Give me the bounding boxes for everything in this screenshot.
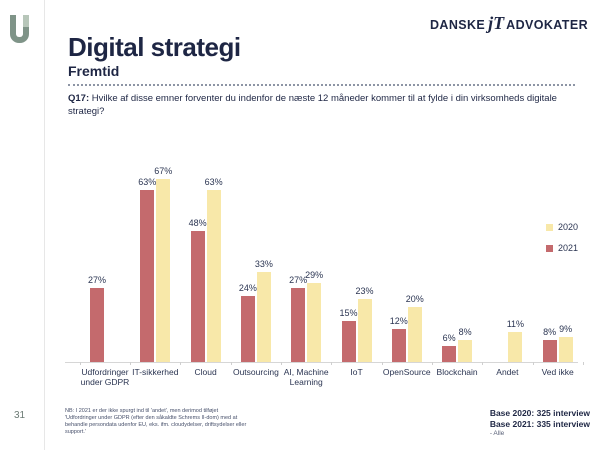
legend-swatch-2021 — [546, 244, 553, 252]
category-label-blockchain: Blockchain — [436, 367, 478, 377]
x-axis-tick — [130, 362, 132, 365]
bar-2020-outsourcing — [256, 272, 271, 362]
legend-item-2020: 2020 — [546, 222, 578, 232]
bar-value-2021-cloud: 48% — [188, 218, 207, 228]
page-number: 31 — [14, 410, 26, 421]
base-info: Base 2020: 325 interview Base 2021: 335 … — [490, 408, 590, 437]
bar-2021-cloud — [190, 231, 205, 362]
danske-it-advokater-logo: DANSKE jT ADVOKATER — [430, 13, 588, 37]
category-label-udfordringer-under-gdpr: Udfordringer under GDPR — [80, 367, 130, 388]
legend-item-2021: 2021 — [546, 243, 578, 253]
bar-value-2021-ai-machine-learning: 27% — [289, 275, 308, 285]
bar-value-2020-opensource: 20% — [405, 294, 424, 304]
x-axis-line — [65, 362, 578, 363]
x-axis-tick — [482, 362, 484, 365]
bar-2021-ai-machine-learning — [291, 288, 306, 362]
legend-label-2020: 2020 — [558, 222, 579, 232]
bar-value-2020-ai-machine-learning: 29% — [305, 270, 324, 280]
question-text: Q17: Hvilke af disse emner forventer du … — [68, 93, 575, 119]
footnote: NB: I 2021 er der ikke spurgt ind til 'a… — [65, 408, 247, 435]
bar-2020-ved-ikke — [558, 337, 573, 362]
category-label-cloud: Cloud — [194, 367, 217, 377]
x-axis-tick — [79, 362, 81, 365]
base-scope: - Alle — [489, 430, 505, 438]
base-2021: Base 2021: 335 interview — [489, 418, 590, 429]
category-label-it-sikkerhed: IT-sikkerhed — [132, 367, 179, 377]
x-axis-tick — [180, 362, 182, 365]
bar-value-2021-outsourcing: 24% — [238, 283, 257, 293]
bar-2021-udfordringer-under-gdpr — [90, 288, 104, 362]
bar-value-2021-opensource: 12% — [389, 316, 408, 326]
bar-value-2020-iot: 23% — [355, 286, 374, 296]
brand-it-mark-icon: jT — [488, 13, 505, 33]
x-axis-tick — [582, 362, 584, 365]
left-rail: 31 — [0, 0, 45, 450]
bar-value-2021-iot: 15% — [339, 308, 358, 318]
bar-2021-iot — [341, 321, 356, 362]
bar-2021-blockchain — [442, 346, 457, 362]
bar-2021-it-sikkerhed — [140, 190, 155, 362]
chart-legend: 2020 2021 — [546, 222, 578, 264]
x-axis-tick — [381, 362, 383, 365]
bar-2020-opensource — [407, 307, 422, 362]
x-axis-tick — [281, 362, 283, 365]
bar-2020-iot — [357, 299, 372, 362]
base-2020: Base 2020: 325 interview — [489, 408, 590, 418]
dotted-divider — [68, 84, 575, 87]
x-axis-tick — [431, 362, 433, 365]
legend-label-2021: 2021 — [558, 243, 579, 253]
bar-2021-ved-ikke — [542, 340, 557, 362]
bar-2020-andet — [508, 332, 523, 362]
category-label-outsourcing: Outsourcing — [232, 367, 279, 377]
bar-2020-blockchain — [458, 340, 473, 362]
bar-2021-opensource — [391, 329, 406, 362]
header: Digital strategi Fremtid Q17: Hvilke af … — [68, 32, 575, 119]
bar-value-2020-cloud: 63% — [204, 177, 223, 187]
bar-value-2021-it-sikkerhed: 63% — [138, 177, 157, 187]
category-label-ved-ikke: Ved ikke — [541, 367, 574, 377]
bar-value-2020-ved-ikke: 9% — [559, 324, 573, 334]
question-label: Q17: — [68, 93, 90, 105]
bar-value-2020-outsourcing: 33% — [254, 259, 273, 269]
bar-2021-outsourcing — [240, 296, 255, 362]
bar-2020-ai-machine-learning — [307, 283, 322, 362]
category-label-iot: IoT — [350, 367, 363, 377]
bar-value-2020-it-sikkerhed: 67% — [154, 166, 173, 176]
bar-value-2021-udfordringer-under-gdpr: 27% — [87, 275, 106, 285]
category-label-ai-machine-learning: AI, Machine Learning — [283, 367, 329, 388]
legend-swatch-2020 — [546, 223, 553, 231]
bar-value-2020-blockchain: 8% — [458, 327, 472, 337]
bar-chart: Udfordringer under GDPR 27% IT-sikkerhed 67… — [65, 150, 585, 400]
page-title: Digital strategi — [68, 32, 241, 62]
brand-word-right: ADVOKATER — [506, 18, 588, 32]
u-logo-highlight — [23, 15, 29, 27]
x-axis-tick — [331, 362, 333, 365]
category-label-opensource: OpenSource — [382, 367, 431, 377]
bar-value-2021-ved-ikke: 8% — [543, 327, 557, 337]
x-axis-tick — [230, 362, 232, 365]
u-logo-icon — [10, 15, 29, 43]
brand-word-left: DANSKE — [429, 18, 486, 32]
category-label-andet: Andet — [496, 367, 519, 377]
x-axis-tick — [532, 362, 534, 365]
page-subtitle: Fremtid — [68, 63, 120, 80]
bar-value-2021-blockchain: 6% — [442, 333, 456, 343]
question-body: Hvilke af disse emner forventer du inden… — [68, 93, 557, 118]
bar-2020-it-sikkerhed — [156, 179, 171, 362]
bar-value-2020-andet: 11% — [506, 319, 525, 329]
bar-2020-cloud — [206, 190, 221, 362]
